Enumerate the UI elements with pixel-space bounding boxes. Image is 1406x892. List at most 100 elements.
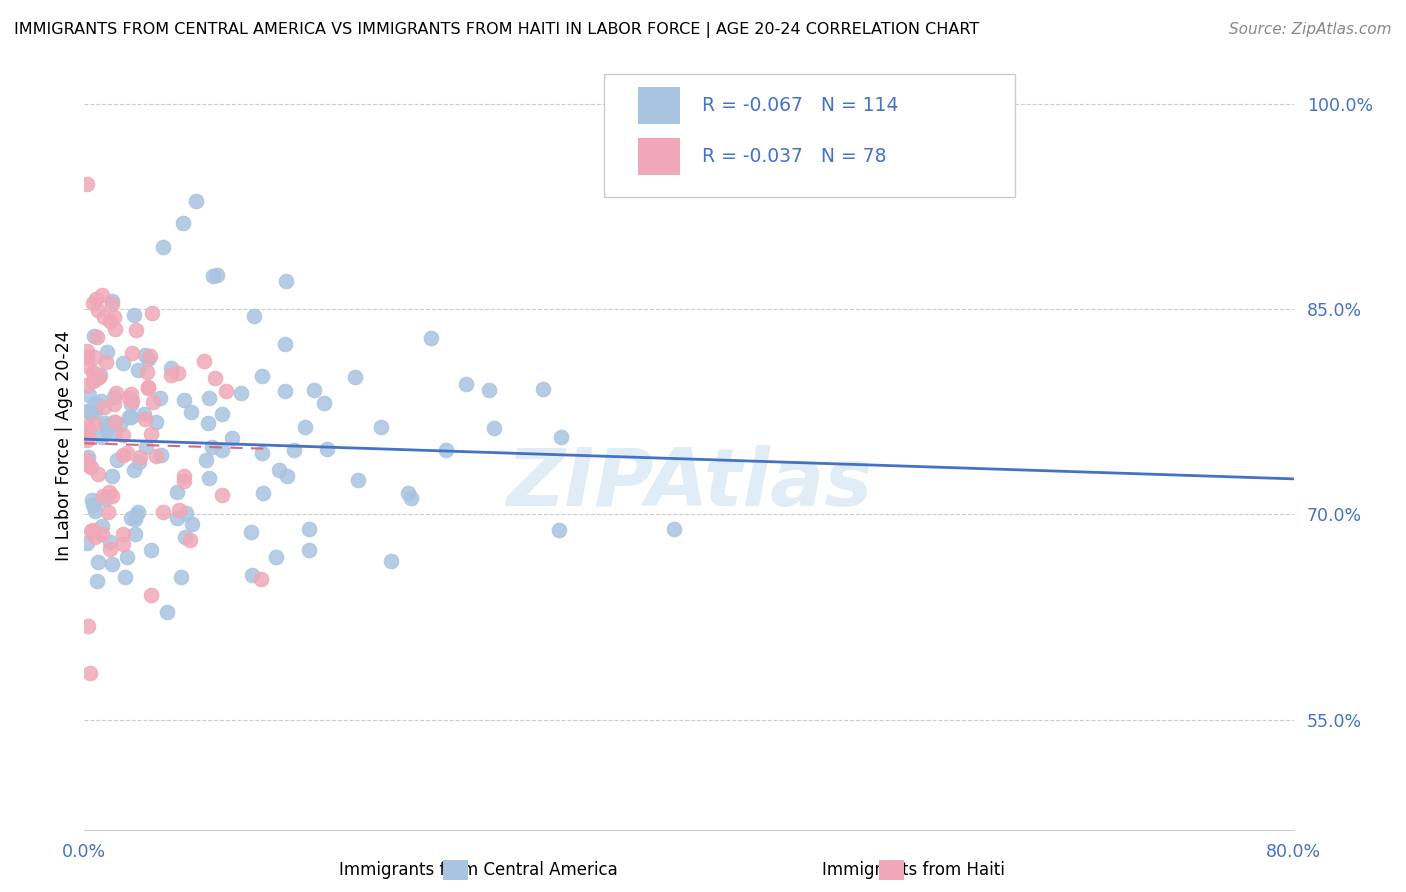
Point [180,405,202,419]
Point [120,387,142,401]
Point [101,293,124,308]
Point [135,365,157,379]
Point [91,288,114,302]
Point [76,456,98,470]
Point [166,366,188,380]
Point [76,359,98,373]
Point [112,356,135,370]
Point [156,605,179,619]
Point [125,508,148,522]
Point [118,391,141,405]
Point [76,178,98,192]
Point [211,443,233,458]
Point [105,452,128,467]
Point [83,417,105,432]
Point [98,313,121,327]
Point [399,491,422,505]
Point [103,415,125,429]
Point [134,407,156,421]
Point [103,390,125,404]
Point [82,365,104,379]
Point [86,574,108,588]
Point [240,568,263,582]
Point [121,346,143,360]
Point [79,665,101,680]
Point [274,337,297,351]
Point [112,537,135,551]
Point [76,378,98,392]
Point [87,556,110,570]
Point [90,430,112,444]
Point [294,420,316,434]
Point [76,350,98,364]
Point [276,468,298,483]
Point [76,450,98,465]
Point [104,415,127,429]
Point [211,407,233,421]
Point [77,430,100,444]
Point [89,368,111,382]
Point [193,353,215,368]
Point [83,405,105,419]
Point [179,533,201,547]
Point [76,453,98,467]
Point [76,433,98,447]
Point [125,323,148,337]
Point [167,502,190,516]
Point [252,446,274,460]
Point [80,524,103,538]
Point [98,535,121,549]
Point [198,471,221,485]
Point [77,422,100,436]
Point [314,395,336,409]
Point [267,463,290,477]
Point [170,569,193,583]
Point [548,523,571,537]
Point [93,489,115,503]
Text: Source: ZipAtlas.com: Source: ZipAtlas.com [1229,22,1392,37]
Point [77,388,100,402]
Point [120,511,142,525]
Point [93,310,115,325]
Point [531,382,554,396]
Point [139,588,162,602]
Point [86,371,108,385]
Point [93,400,115,414]
Point [77,458,100,472]
Point [250,572,273,586]
Point [396,485,419,500]
Point [420,331,443,345]
FancyBboxPatch shape [605,74,1015,197]
Point [139,426,162,441]
Point [76,344,98,359]
Point [120,409,142,424]
Point [98,541,121,556]
Point [302,383,325,397]
Point [136,381,159,395]
Point [127,505,149,519]
Point [86,467,108,482]
Point [84,292,107,306]
Point [82,493,104,508]
Point [195,453,218,467]
Point [91,526,114,541]
Point [316,442,339,456]
Point [135,440,157,454]
Point [141,543,163,558]
Text: R = -0.067   N = 114: R = -0.067 N = 114 [702,96,898,115]
Point [111,448,134,462]
Point [243,310,266,324]
Text: Immigrants from Central America: Immigrants from Central America [339,861,617,879]
Point [250,368,273,383]
Point [83,329,105,343]
Point [127,363,149,377]
Point [97,485,120,500]
Point [150,448,173,462]
Point [186,194,208,208]
Point [86,330,108,344]
Point [145,449,167,463]
Point [111,427,134,442]
Point [77,619,100,633]
Point [370,420,392,434]
Point [172,216,194,230]
